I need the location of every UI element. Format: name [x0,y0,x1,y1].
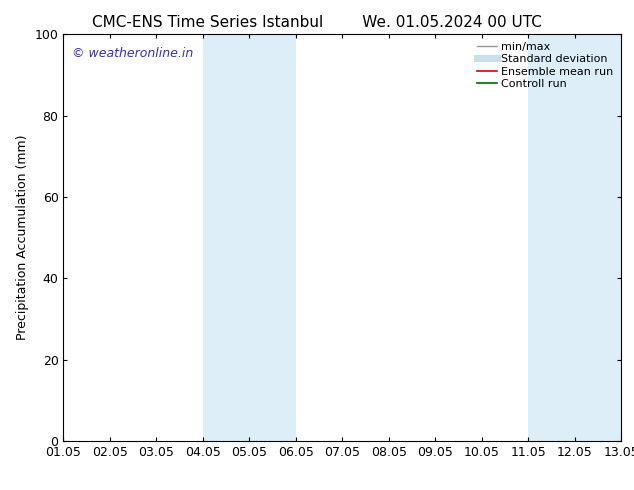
Bar [528,34,621,441]
Bar [203,34,296,441]
Legend: min/max, Standard deviation, Ensemble mean run, Controll run: min/max, Standard deviation, Ensemble me… [475,40,616,91]
Y-axis label: Precipitation Accumulation (mm): Precipitation Accumulation (mm) [16,135,29,341]
Text: © weatheronline.in: © weatheronline.in [72,47,193,59]
Text: CMC-ENS Time Series Istanbul        We. 01.05.2024 00 UTC: CMC-ENS Time Series Istanbul We. 01.05.2… [92,15,542,30]
